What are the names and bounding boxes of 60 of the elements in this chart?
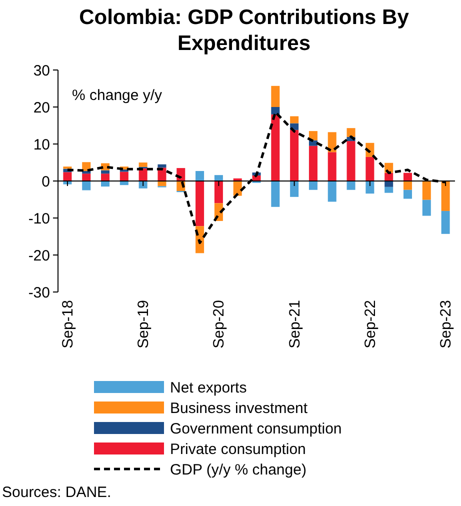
y-tick-label: 30 xyxy=(33,62,50,80)
legend-label: Business investment xyxy=(170,400,308,417)
bar xyxy=(308,181,318,190)
bar xyxy=(366,156,374,181)
bar xyxy=(271,86,280,107)
y-tick-label: -30 xyxy=(28,284,50,302)
bar xyxy=(403,172,412,181)
bar xyxy=(403,181,412,190)
annotation: % change y/y xyxy=(72,87,163,104)
bar xyxy=(290,116,299,124)
bar xyxy=(328,132,336,152)
x-tick-label: Sep-23 xyxy=(438,300,455,348)
bar xyxy=(214,181,223,204)
bar xyxy=(101,174,110,181)
bar xyxy=(101,170,110,174)
x-tick-label: Sep-20 xyxy=(210,300,228,348)
bar xyxy=(328,152,336,181)
bar xyxy=(384,181,394,187)
bar xyxy=(441,181,450,211)
legend-label: Net exports xyxy=(170,379,247,396)
legend-label: Private consumption xyxy=(170,440,306,458)
chart-title: Colombia: GDP Contributions By Expenditures xyxy=(79,6,410,55)
bar xyxy=(196,181,204,226)
y-tick-label: 10 xyxy=(33,136,50,154)
bar xyxy=(308,146,318,181)
bar xyxy=(158,164,166,168)
bar xyxy=(82,174,91,181)
bar xyxy=(214,175,223,181)
bar xyxy=(271,107,280,114)
source-note: Sources: DANE. xyxy=(2,484,112,501)
y-tick-label: 20 xyxy=(33,99,50,116)
bar xyxy=(422,200,431,216)
x-tick-label: Sep-21 xyxy=(286,300,304,348)
bar xyxy=(441,210,450,234)
legend-label: Government consumption xyxy=(170,420,342,438)
y-tick-label: -20 xyxy=(28,247,50,264)
bar xyxy=(120,172,128,181)
bar xyxy=(196,171,204,181)
x-tick-label: Sep-19 xyxy=(135,300,152,348)
bar xyxy=(271,114,280,181)
y-tick-label: -10 xyxy=(28,210,50,228)
legend-label: GDP (y/y % change) xyxy=(170,461,306,478)
bar xyxy=(63,172,72,181)
bar xyxy=(346,141,356,181)
bar xyxy=(138,162,148,167)
bar xyxy=(422,181,431,200)
bar xyxy=(346,128,356,137)
y-tick-label: 0 xyxy=(42,173,50,190)
bar xyxy=(82,181,91,190)
bar xyxy=(384,186,394,193)
x-tick-label: Sep-18 xyxy=(59,300,76,348)
bar xyxy=(290,130,299,181)
bar xyxy=(271,181,280,207)
bar xyxy=(366,181,374,194)
bar xyxy=(290,181,299,197)
bar xyxy=(403,190,412,199)
bar xyxy=(346,181,356,190)
x-tick-label: Sep-22 xyxy=(362,300,379,348)
bar xyxy=(101,181,110,187)
bar xyxy=(328,181,336,202)
